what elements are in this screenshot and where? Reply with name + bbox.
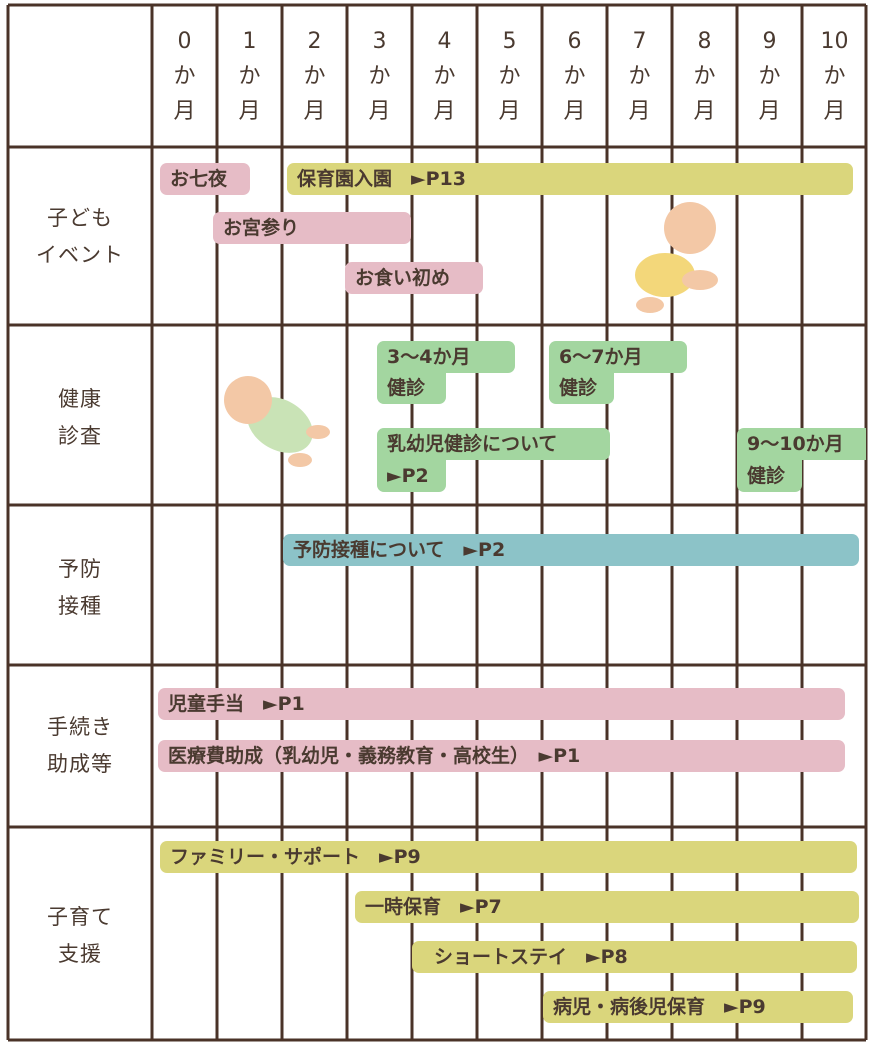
label-line: 子育て [47, 905, 113, 929]
support-bar: ショートステイ ►P8 [412, 941, 857, 973]
checkup-bar: 9～10か月 [737, 428, 866, 460]
month-header: 7 か月 [607, 24, 672, 129]
row-label: 子育て 支援 [8, 899, 152, 973]
baby-illustration [224, 376, 330, 467]
month-unit: 月 [433, 99, 456, 124]
label-line: 助成等 [47, 752, 113, 776]
month-unit: 月 [238, 99, 261, 124]
month-unit: か [498, 64, 521, 89]
checkup-bar: 乳幼児健診について [377, 428, 610, 460]
month-number: 4 [437, 29, 452, 54]
month-unit: 月 [823, 99, 846, 124]
month-header: 8 か月 [672, 24, 737, 129]
label-line: 健康 [58, 387, 102, 411]
month-unit: か [823, 64, 846, 89]
month-unit: 月 [303, 99, 326, 124]
month-header: 4 か月 [412, 24, 477, 129]
checkup-bar: 健診 [377, 372, 446, 404]
support-bar: ファミリー・サポート ►P9 [160, 841, 857, 873]
month-number: 1 [242, 29, 257, 54]
month-header: 3 か月 [347, 24, 412, 129]
label-line: 診査 [58, 424, 102, 448]
month-header: 10 か月 [802, 24, 867, 129]
month-unit: 月 [628, 99, 651, 124]
baby-illustration [635, 202, 718, 313]
label-line: イベント [36, 243, 124, 267]
month-unit: か [238, 64, 261, 89]
support-bar: 病児・病後児保育 ►P9 [543, 991, 853, 1023]
month-unit: 月 [173, 99, 196, 124]
month-number: 8 [697, 29, 712, 54]
month-number: 6 [567, 29, 582, 54]
procedure-bar: 医療費助成（乳幼児・義務教育・高校生） ►P1 [158, 740, 845, 772]
month-number: 9 [762, 29, 777, 54]
month-unit: 月 [498, 99, 521, 124]
month-number: 2 [307, 29, 322, 54]
procedure-bar: 児童手当 ►P1 [158, 688, 845, 720]
event-bar: 保育園入園 ►P13 [287, 163, 853, 195]
row-label: 手続き 助成等 [8, 709, 152, 783]
month-unit: 月 [758, 99, 781, 124]
vaccine-bar: 予防接種について ►P2 [283, 534, 859, 566]
checkup-bar: 健診 [549, 372, 614, 404]
month-header: 6 か月 [542, 24, 607, 129]
row-label: 子ども イベント [8, 200, 152, 274]
month-number: 0 [177, 29, 192, 54]
label-line: 支援 [58, 942, 102, 966]
label-line: 子ども [47, 206, 113, 230]
month-unit: か [628, 64, 651, 89]
month-header: 5 か月 [477, 24, 542, 129]
label-line: 接種 [58, 594, 102, 618]
checkup-bar: 健診 [737, 460, 802, 492]
checkup-bar: 3～4か月 [377, 341, 515, 373]
month-unit: か [368, 64, 391, 89]
row-label: 健康 診査 [8, 381, 152, 455]
month-unit: か [563, 64, 586, 89]
event-bar: お宮参り [213, 212, 411, 244]
month-unit: 月 [368, 99, 391, 124]
month-unit: か [758, 64, 781, 89]
month-unit: 月 [693, 99, 716, 124]
support-bar: 一時保育 ►P7 [355, 891, 859, 923]
month-unit: か [433, 64, 456, 89]
month-unit: か [303, 64, 326, 89]
event-bar: お食い初め [345, 262, 483, 294]
row-label: 予防 接種 [8, 551, 152, 625]
label-line: 手続き [47, 715, 113, 739]
checkup-bar: ►P2 [377, 460, 446, 492]
event-bar: お七夜 [160, 163, 250, 195]
month-number: 3 [372, 29, 387, 54]
month-unit: か [173, 64, 196, 89]
month-number: 10 [820, 29, 849, 54]
month-number: 7 [632, 29, 647, 54]
label-line: 予防 [58, 557, 102, 581]
month-unit: 月 [563, 99, 586, 124]
month-header: 1 か月 [217, 24, 282, 129]
month-header: 0 か月 [152, 24, 217, 129]
month-header: 2 か月 [282, 24, 347, 129]
checkup-bar: 6～7か月 [549, 341, 687, 373]
month-unit: か [693, 64, 716, 89]
month-header: 9 か月 [737, 24, 802, 129]
month-number: 5 [502, 29, 517, 54]
